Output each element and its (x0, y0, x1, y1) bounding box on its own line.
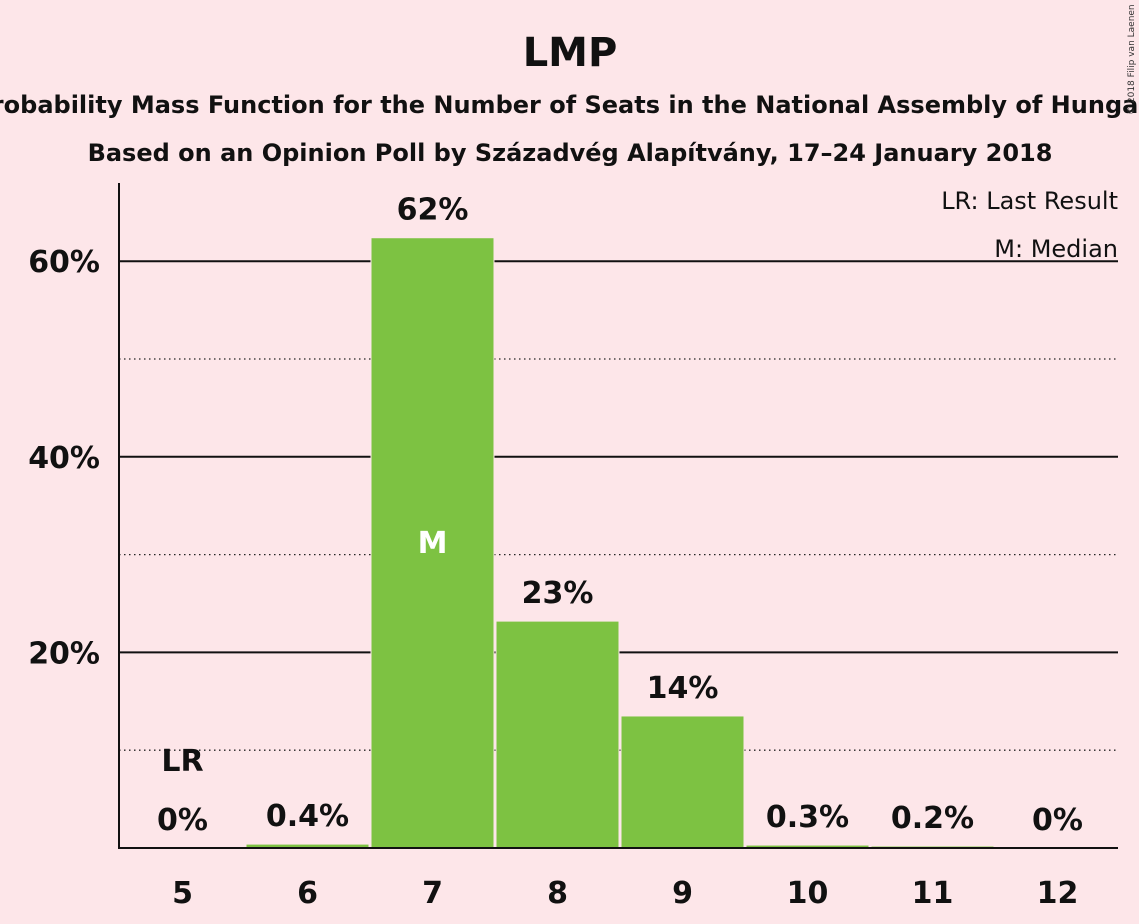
x-tick-label: 10 (787, 876, 829, 911)
chart-subtitle-poll: Based on an Opinion Poll by Századvég Al… (88, 139, 1053, 167)
last-result-marker: LR (161, 744, 203, 779)
y-tick-label: 60% (28, 245, 100, 280)
bar (370, 237, 495, 849)
x-tick-label: 7 (422, 876, 443, 911)
y-tick-label: 40% (28, 441, 100, 476)
x-tick-label: 5 (172, 876, 193, 911)
data-label: 0% (157, 803, 208, 838)
x-tick-label: 12 (1037, 876, 1079, 911)
bar (620, 715, 745, 849)
data-label: 0% (1032, 803, 1083, 838)
x-tick-label: 9 (672, 876, 693, 911)
bar (495, 620, 620, 849)
chart-subtitle: Probability Mass Function for the Number… (0, 91, 1139, 119)
data-label: 23% (522, 576, 594, 611)
data-label: 0.3% (766, 800, 849, 835)
x-tick-label: 11 (912, 876, 954, 911)
data-label: 0.4% (266, 799, 349, 834)
x-tick-label: 8 (547, 876, 568, 911)
data-label: 14% (647, 671, 719, 706)
chart-title: LMP (523, 30, 618, 76)
data-label: 62% (397, 193, 469, 228)
copyright-note: © 2018 Filip van Laenen (1127, 4, 1137, 115)
median-marker: M (418, 526, 448, 561)
data-label: 0.2% (891, 801, 974, 836)
x-tick-label: 6 (297, 876, 318, 911)
legend-median: M: Median (994, 235, 1118, 263)
y-tick-label: 20% (28, 636, 100, 671)
bars (245, 237, 995, 849)
legend-last-result: LR: Last Result (941, 187, 1118, 215)
grid (119, 260, 1118, 751)
value-labels: 0% 0.4% 62% 23% 14% 0.3% 0.2% 0% M LR (157, 193, 1083, 838)
axes: 20% 40% 60% 5 6 7 8 9 10 11 12 (28, 183, 1118, 911)
